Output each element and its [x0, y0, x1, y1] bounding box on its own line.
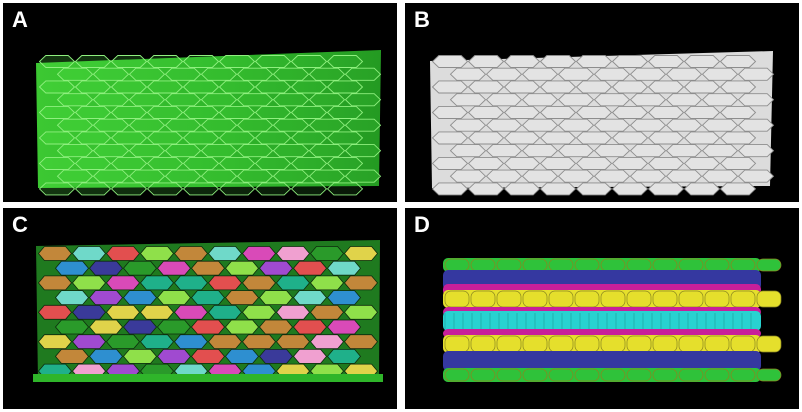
panel-a-label: A [12, 7, 28, 32]
gray-surface-rendering [430, 51, 775, 196]
panel-d: D [405, 208, 799, 409]
color-segmented-cells [33, 240, 383, 382]
panel-a: A [3, 3, 397, 202]
panel-d-label: D [414, 212, 430, 237]
panel-c: C [3, 208, 397, 409]
panel-b: B [405, 3, 799, 202]
tissue-layer-segmentation [443, 258, 782, 382]
panel-b-label: B [414, 7, 430, 32]
panel-c-label: C [12, 212, 28, 237]
green-fluorescence-image [36, 50, 382, 196]
